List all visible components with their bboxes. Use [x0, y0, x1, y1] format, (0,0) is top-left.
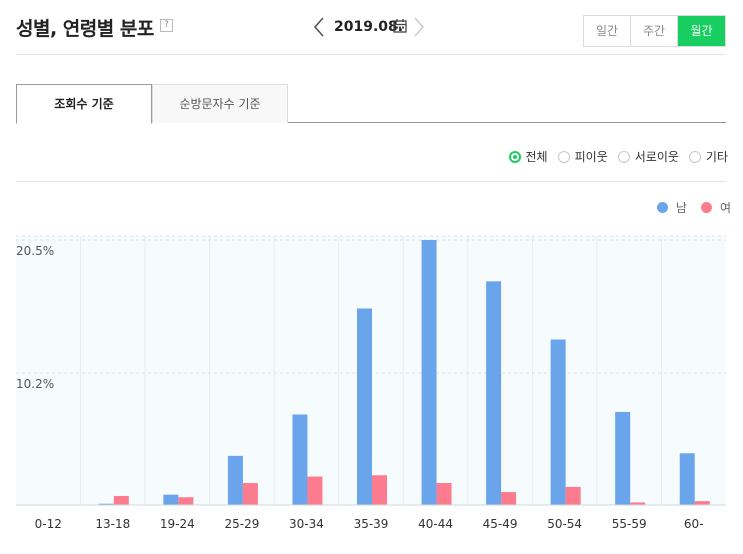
male-bar-30-34: [292, 414, 308, 505]
period-daily-button[interactable]: 일간: [584, 16, 631, 46]
period-monthly-button[interactable]: 월간: [678, 16, 725, 46]
help-icon[interactable]: ?: [160, 19, 173, 32]
radio-icon: [688, 150, 701, 163]
x-tick-label: 30-34: [289, 517, 324, 531]
x-tick-label: 13-18: [95, 517, 130, 531]
female-bar-45-49: [501, 492, 517, 505]
x-tick-label: 25-29: [224, 517, 259, 531]
tab-unique-visitors[interactable]: 순방문자수 기준: [152, 84, 288, 123]
legend-label: 여: [719, 201, 731, 215]
filter-radio-mutual-neighbors[interactable]: 서로이웃: [617, 148, 679, 165]
filter-label: 피이웃: [574, 150, 608, 164]
divider: [16, 54, 726, 55]
legend-item-male[interactable]: 남: [656, 199, 687, 216]
x-tick-label: 50-54: [547, 517, 582, 531]
filter-radio-all[interactable]: 전체: [508, 148, 548, 165]
tab-views[interactable]: 조회수 기준: [16, 84, 152, 124]
metric-tabs: 조회수 기준 순방문자수 기준: [16, 84, 726, 124]
bar-chart: 20.5% 10.2% 0-12 13-18 19-24 25-29 30-34 35-39 4…: [16, 235, 726, 531]
x-tick-label: 0-12: [35, 517, 62, 531]
male-bar-60-: [679, 453, 695, 505]
male-bar-40-44: [421, 240, 437, 505]
filter-radio-other[interactable]: 기타: [688, 148, 728, 165]
male-bar-13-18: [98, 503, 114, 505]
filter-label: 기타: [705, 150, 728, 164]
filter-radio-neighbors[interactable]: 피이웃: [557, 148, 608, 165]
divider: [16, 181, 726, 182]
radio-selected-icon: [508, 150, 521, 163]
period-selector: 일간 주간 월간: [583, 15, 726, 47]
male-bar-45-49: [486, 281, 502, 505]
male-bar-55-59: [615, 411, 631, 505]
female-bar-40-44: [436, 483, 452, 505]
female-bar-19-24: [178, 497, 194, 505]
y-tick-label: 10.2%: [16, 377, 54, 391]
x-tick-label: 40-44: [418, 517, 453, 531]
female-bar-25-29: [242, 483, 258, 505]
legend-dot-icon: [656, 202, 668, 213]
filter-label: 서로이웃: [634, 150, 679, 164]
chevron-left-icon[interactable]: [312, 16, 326, 38]
radio-icon: [617, 150, 630, 163]
filter-label: 전체: [525, 150, 548, 164]
page-title: 성별, 연령별 분포: [16, 18, 154, 40]
male-bar-19-24: [163, 494, 179, 505]
male-bar-25-29: [227, 455, 243, 505]
chart-legend: 남 여: [656, 199, 731, 216]
legend-dot-icon: [700, 202, 712, 213]
x-tick-label: 60-: [684, 517, 704, 531]
calendar-icon[interactable]: [393, 18, 407, 33]
female-bar-60-: [694, 501, 710, 505]
y-tick-label: 20.5%: [16, 244, 54, 258]
date-label: 2019.08.: [334, 19, 404, 35]
female-bar-13-18: [113, 495, 129, 505]
male-bar-35-39: [357, 308, 372, 505]
legend-label: 남: [675, 201, 687, 215]
female-bar-35-39: [372, 475, 387, 505]
legend-item-female[interactable]: 여: [700, 199, 731, 216]
period-weekly-button[interactable]: 주간: [631, 16, 678, 46]
radio-icon: [557, 150, 570, 163]
x-tick-label: 35-39: [354, 517, 389, 531]
x-tick-label: 55-59: [612, 517, 647, 531]
x-tick-label: 45-49: [483, 517, 518, 531]
x-tick-label: 19-24: [160, 517, 195, 531]
male-bar-50-54: [550, 339, 566, 505]
chevron-right-icon[interactable]: [412, 16, 426, 38]
female-bar-50-54: [565, 486, 581, 505]
female-bar-30-34: [307, 476, 323, 505]
female-bar-55-59: [630, 502, 646, 505]
filter-radio-group: 전체 피이웃 서로이웃 기타: [508, 148, 728, 165]
